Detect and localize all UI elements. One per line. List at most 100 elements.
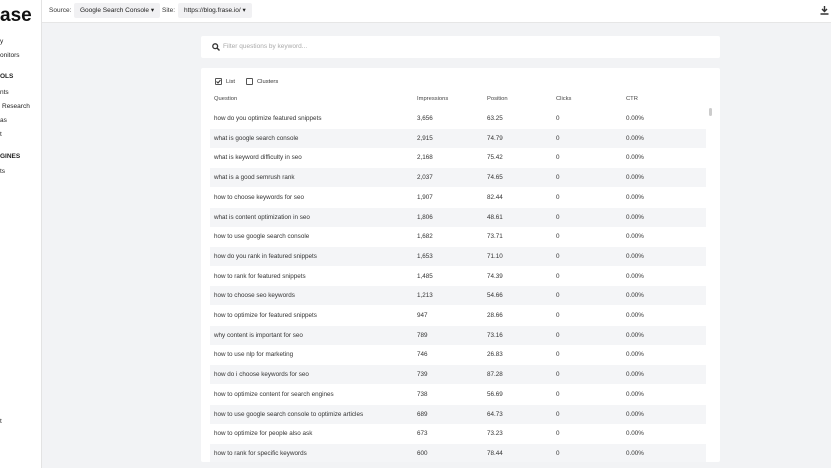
table-row[interactable] [210,345,706,365]
row-metric: 0 [556,410,560,418]
row-metric: 0.00% [626,115,644,122]
row-metric: 0 [556,351,560,359]
table-row[interactable] [210,384,706,404]
row-metric: 0 [556,154,560,162]
sidebar-item[interactable]: Research [2,103,30,110]
row-metric: 1,806 [417,213,433,221]
row-metric: 0.00% [626,351,644,359]
table-row[interactable] [210,306,706,325]
list-label: List [226,79,236,85]
table-row[interactable] [210,109,706,128]
table-row[interactable] [210,443,706,462]
row-metric: 0.00% [626,213,644,221]
row-metric: 82.44 [487,193,503,201]
row-metric: 0 [556,331,560,339]
row-metric: 739 [417,371,428,379]
row-metric: 2,915 [417,134,433,142]
row-metric: 3,656 [417,115,433,122]
sidebar: ase y onitors OLS nts Research as t GINES ts t [0,0,42,468]
sidebar-item[interactable]: t [0,131,2,138]
column-header[interactable]: Position [487,96,508,102]
row-question: why content is important for seo [214,331,303,339]
sidebar-item[interactable]: t [0,418,2,425]
search-placeholder: Filter questions by keyword... [223,43,308,50]
row-metric: 48.61 [487,213,503,221]
sidebar-item[interactable]: ts [0,168,6,175]
row-metric: 0 [556,233,560,241]
column-header[interactable]: CTR [626,96,638,102]
source-label: Source: [49,7,72,14]
row-metric: 2,168 [417,154,433,162]
row-metric: 78.44 [487,449,503,457]
row-metric: 0.00% [626,292,644,300]
questions-card: List Clusters Question Impressions Positio… [201,68,720,462]
row-question: how do you optimize featured snippets [214,115,322,122]
row-metric: 1,907 [417,193,433,201]
row-metric: 26.83 [487,351,503,359]
table-row[interactable] [210,404,706,424]
row-metric: 0 [556,390,560,398]
table-row[interactable] [210,128,706,148]
row-metric: 0 [556,371,560,379]
column-header[interactable]: Clicks [556,96,572,102]
row-question: how to optimize for featured snippets [214,312,317,319]
table-row[interactable] [210,424,706,444]
sidebar-section: OLS [0,73,14,80]
row-metric: 0.00% [626,174,644,182]
column-header[interactable]: Impressions [417,96,449,102]
row-metric: 673 [417,430,428,438]
row-metric: 1,653 [417,252,433,260]
row-metric: 0 [556,193,560,201]
sidebar-item[interactable]: y [0,38,4,45]
row-metric: 71.10 [487,252,503,260]
row-metric: 947 [417,312,428,319]
table-row[interactable] [210,325,706,345]
row-metric: 0.00% [626,331,644,339]
row-metric: 689 [417,410,428,418]
table-row[interactable] [210,148,706,168]
table-row[interactable] [210,187,706,207]
row-metric: 0.00% [626,193,644,201]
row-metric: 0 [556,272,560,280]
row-metric: 56.69 [487,390,503,398]
source-dropdown[interactable]: Google Search Console ▾ [74,3,161,18]
row-question: what is keyword difficulty in seo [214,154,302,162]
sidebar-item[interactable]: nts [0,89,9,96]
table-row[interactable] [210,266,706,286]
row-question: how to choose seo keywords [214,292,295,300]
row-metric: 0.00% [626,410,644,418]
table-row[interactable] [210,246,706,266]
table-row[interactable] [210,365,706,385]
row-metric: 0 [556,292,560,300]
row-metric: 0 [556,115,560,122]
list-checkbox[interactable] [215,78,222,85]
table-row[interactable] [210,207,706,227]
row-metric: 0.00% [626,233,644,241]
scrollbar[interactable] [709,108,712,116]
table-row[interactable] [210,227,706,247]
row-question: what is a good semrush rank [214,174,295,182]
download-icon[interactable] [820,6,829,15]
table-row[interactable] [210,168,706,188]
row-metric: 75.42 [487,154,503,162]
row-metric: 54.66 [487,292,503,300]
row-question: what is google search console [214,134,299,142]
logo[interactable]: ase [0,5,32,26]
row-metric: 2,037 [417,174,433,182]
row-metric: 1,682 [417,233,433,241]
table-row[interactable] [210,286,706,306]
search-box[interactable]: Filter questions by keyword... [201,36,720,58]
sidebar-item[interactable]: onitors [0,52,20,59]
row-question: how to rank for featured snippets [214,272,306,280]
clusters-label: Clusters [257,79,279,85]
row-metric: 0 [556,213,560,221]
row-metric: 0 [556,430,560,438]
column-header[interactable]: Question [214,96,238,102]
sidebar-item[interactable]: as [0,117,7,124]
row-question: how to use google search console [214,233,310,241]
clusters-checkbox[interactable] [246,78,253,85]
row-metric: 0 [556,134,560,142]
row-metric: 0 [556,312,560,319]
site-dropdown[interactable]: https://blog.frase.io/ ▾ [178,3,252,18]
